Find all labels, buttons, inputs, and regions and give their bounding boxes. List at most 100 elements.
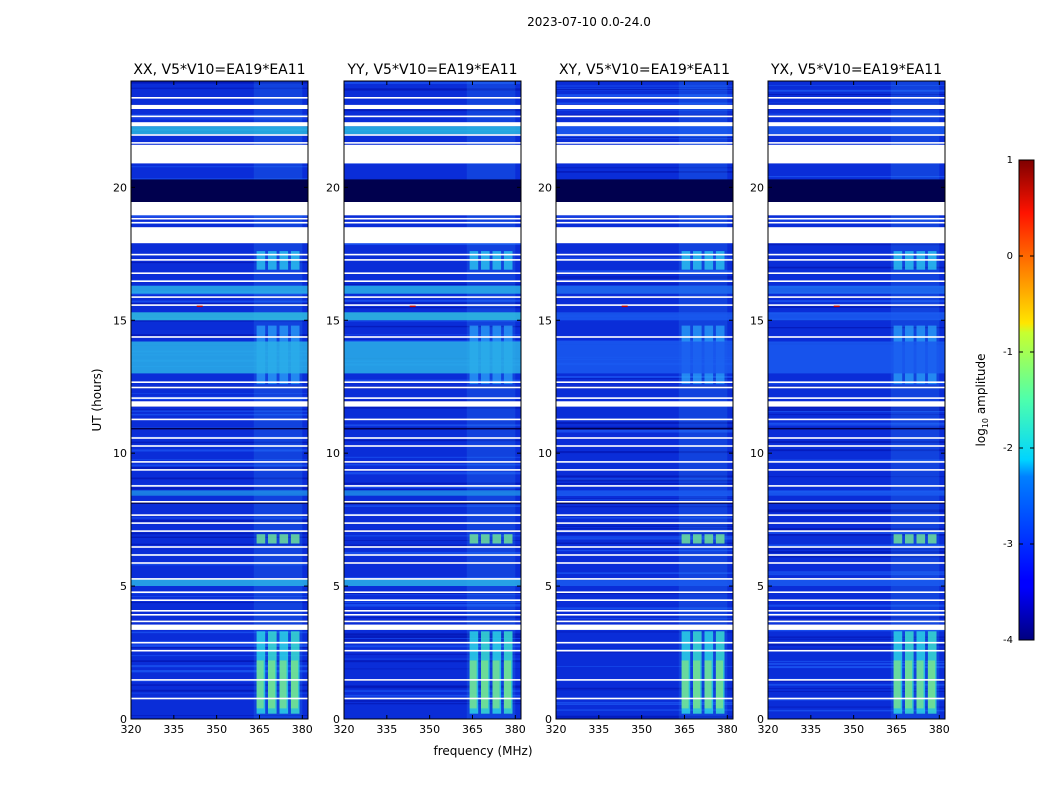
rfi-column-hot [469, 660, 477, 709]
flagged-gap [768, 401, 945, 407]
flagged-line [556, 469, 733, 471]
flagged-line [768, 641, 945, 644]
noise-streak [344, 82, 521, 84]
flagged-line [768, 217, 945, 220]
flagged-line [131, 336, 308, 338]
noise-streak [556, 572, 733, 574]
noise-streak [131, 300, 308, 303]
dark-stripe [768, 502, 945, 504]
noise-streak [768, 449, 945, 452]
flagged-gap [556, 106, 733, 109]
y-tick-label: 20 [750, 181, 764, 194]
noise-streak [131, 543, 308, 545]
noise-streak [768, 300, 945, 303]
noise-streak [131, 114, 308, 117]
noise-streak [131, 602, 308, 604]
noise-streak [131, 596, 308, 597]
bright-band [131, 126, 308, 135]
noise-streak [344, 639, 521, 641]
flagged-gap [131, 144, 308, 164]
flagged-line [131, 97, 308, 99]
noise-streak [768, 613, 945, 615]
flagged-line [131, 381, 308, 383]
flagged-gap [768, 122, 945, 127]
flagged-line [131, 304, 308, 306]
dark-stripe [768, 179, 945, 202]
x-tick-label: 380 [717, 723, 738, 736]
noise-streak [344, 379, 521, 382]
noise-streak [556, 687, 733, 689]
noise-streak [556, 516, 733, 519]
bright-band [344, 579, 521, 586]
flagged-gap [768, 144, 945, 164]
flagged-line [344, 562, 521, 564]
noise-streak [131, 532, 308, 535]
noise-streak [131, 409, 308, 411]
noise-streak [344, 406, 521, 409]
flagged-line [344, 296, 521, 298]
noise-streak [344, 334, 521, 336]
bright-band [131, 312, 308, 321]
flagged-gap [768, 106, 945, 109]
flagged-line [768, 697, 945, 700]
flagged-line [131, 522, 308, 524]
flagged-line [131, 212, 308, 215]
noise-streak [131, 398, 308, 400]
noise-streak [131, 519, 308, 522]
colorbar-tick-label: -2 [1003, 443, 1013, 454]
noise-streak [556, 648, 733, 650]
y-tick-label: 15 [113, 314, 127, 327]
noise-streak [131, 517, 308, 519]
flagged-gap [344, 227, 521, 244]
noise-streak [768, 410, 945, 413]
noise-streak [556, 499, 733, 500]
noise-streak [556, 483, 733, 485]
noise-streak [344, 594, 521, 596]
noise-streak [768, 573, 945, 576]
noise-streak [768, 94, 945, 95]
noise-streak [131, 441, 308, 444]
noise-streak [344, 577, 521, 579]
noise-streak [768, 85, 945, 86]
y-tick-label: 5 [545, 580, 552, 593]
noise-streak [556, 451, 733, 454]
flagged-line [131, 641, 308, 644]
noise-streak [556, 171, 733, 173]
flagged-line [344, 554, 521, 556]
noise-streak [344, 634, 521, 636]
noise-streak [131, 178, 308, 181]
noise-streak [768, 643, 945, 646]
bright-band [556, 312, 733, 321]
flagged-line [768, 104, 945, 107]
rfi-column-hot [503, 660, 511, 709]
colorbar-tick-label: -1 [1003, 347, 1013, 358]
flagged-line [768, 578, 945, 580]
flagged-line [556, 554, 733, 556]
noise-streak [768, 306, 945, 308]
flagged-line [131, 280, 308, 282]
noise-streak [344, 638, 521, 640]
bright-band [131, 490, 308, 496]
bright-band [556, 126, 733, 135]
noise-streak [131, 303, 308, 305]
bright-band [344, 341, 521, 374]
noise-streak [131, 670, 308, 673]
flagged-line [344, 397, 521, 399]
noise-streak [768, 424, 945, 426]
noise-streak [768, 629, 945, 632]
flagged-line [768, 386, 945, 389]
noise-streak [344, 694, 521, 697]
noise-streak [556, 426, 733, 429]
noise-streak [556, 701, 733, 704]
noise-streak [768, 617, 945, 619]
noise-streak [131, 118, 308, 120]
noise-streak [344, 302, 521, 304]
flagged-gap [131, 106, 308, 109]
noise-streak [768, 551, 945, 553]
flagged-line [556, 530, 733, 532]
bright-band [556, 285, 733, 294]
noise-streak [556, 607, 733, 610]
dark-stripe [556, 502, 733, 504]
flagged-line [344, 221, 521, 224]
colorbar: 10-1-2-3-4 log10 amplitude [974, 155, 1035, 646]
